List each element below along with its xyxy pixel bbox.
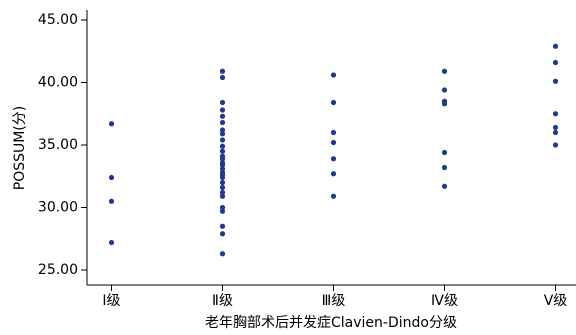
- x-axis-label: 老年胸部术后并发症Clavien-Dindo分级: [205, 315, 457, 331]
- y-tick-label: 35.00: [38, 137, 78, 153]
- point: [219, 119, 226, 126]
- point: [330, 99, 337, 106]
- y-tick-label: 40.00: [38, 75, 78, 91]
- point: [219, 127, 226, 133]
- y-tick-label: 30.00: [38, 200, 78, 216]
- point: [219, 113, 226, 119]
- point: [441, 164, 448, 171]
- point: [330, 139, 337, 146]
- point: [219, 74, 226, 81]
- point: [108, 198, 115, 204]
- x-tick-label: Ⅳ级: [431, 293, 458, 309]
- point: [219, 204, 226, 211]
- point: [219, 208, 226, 214]
- x-tick-label: Ⅰ级: [102, 293, 120, 309]
- point: [219, 148, 226, 154]
- point: [552, 129, 559, 136]
- point: [330, 129, 337, 136]
- point: [219, 193, 226, 199]
- point: [219, 107, 226, 113]
- x-tick-label: Ⅲ级: [322, 293, 346, 309]
- point: [219, 184, 226, 191]
- point: [219, 137, 226, 143]
- point: [441, 87, 448, 93]
- y-tick-label: 25.00: [38, 262, 78, 278]
- point: [330, 171, 337, 177]
- point: [552, 142, 559, 148]
- point: [552, 78, 559, 84]
- point: [330, 72, 337, 78]
- point: [330, 156, 337, 162]
- point: [552, 43, 559, 49]
- point: [219, 156, 226, 162]
- point: [219, 179, 226, 186]
- x-tick-label: Ⅱ级: [212, 293, 233, 309]
- point: [552, 124, 559, 131]
- point: [441, 183, 448, 189]
- point: [441, 149, 448, 156]
- x-tick-label: Ⅴ级: [544, 293, 568, 309]
- point: [219, 223, 226, 229]
- point: [219, 174, 226, 181]
- point: [219, 251, 226, 257]
- point: [108, 239, 115, 246]
- point: [108, 174, 115, 181]
- point: [219, 143, 226, 149]
- y-tick-label: 45.00: [38, 12, 78, 28]
- point: [219, 166, 226, 172]
- point: [219, 68, 226, 74]
- point: [219, 99, 226, 106]
- point: [441, 68, 448, 74]
- point: [441, 101, 448, 107]
- point: [219, 189, 226, 196]
- point: [108, 121, 115, 127]
- y-axis-label: POSSUM(分): [12, 106, 28, 191]
- point: [219, 162, 226, 168]
- point: [330, 193, 337, 199]
- point: [552, 59, 559, 66]
- point: [219, 131, 226, 137]
- point: [219, 231, 226, 237]
- point: [552, 111, 559, 117]
